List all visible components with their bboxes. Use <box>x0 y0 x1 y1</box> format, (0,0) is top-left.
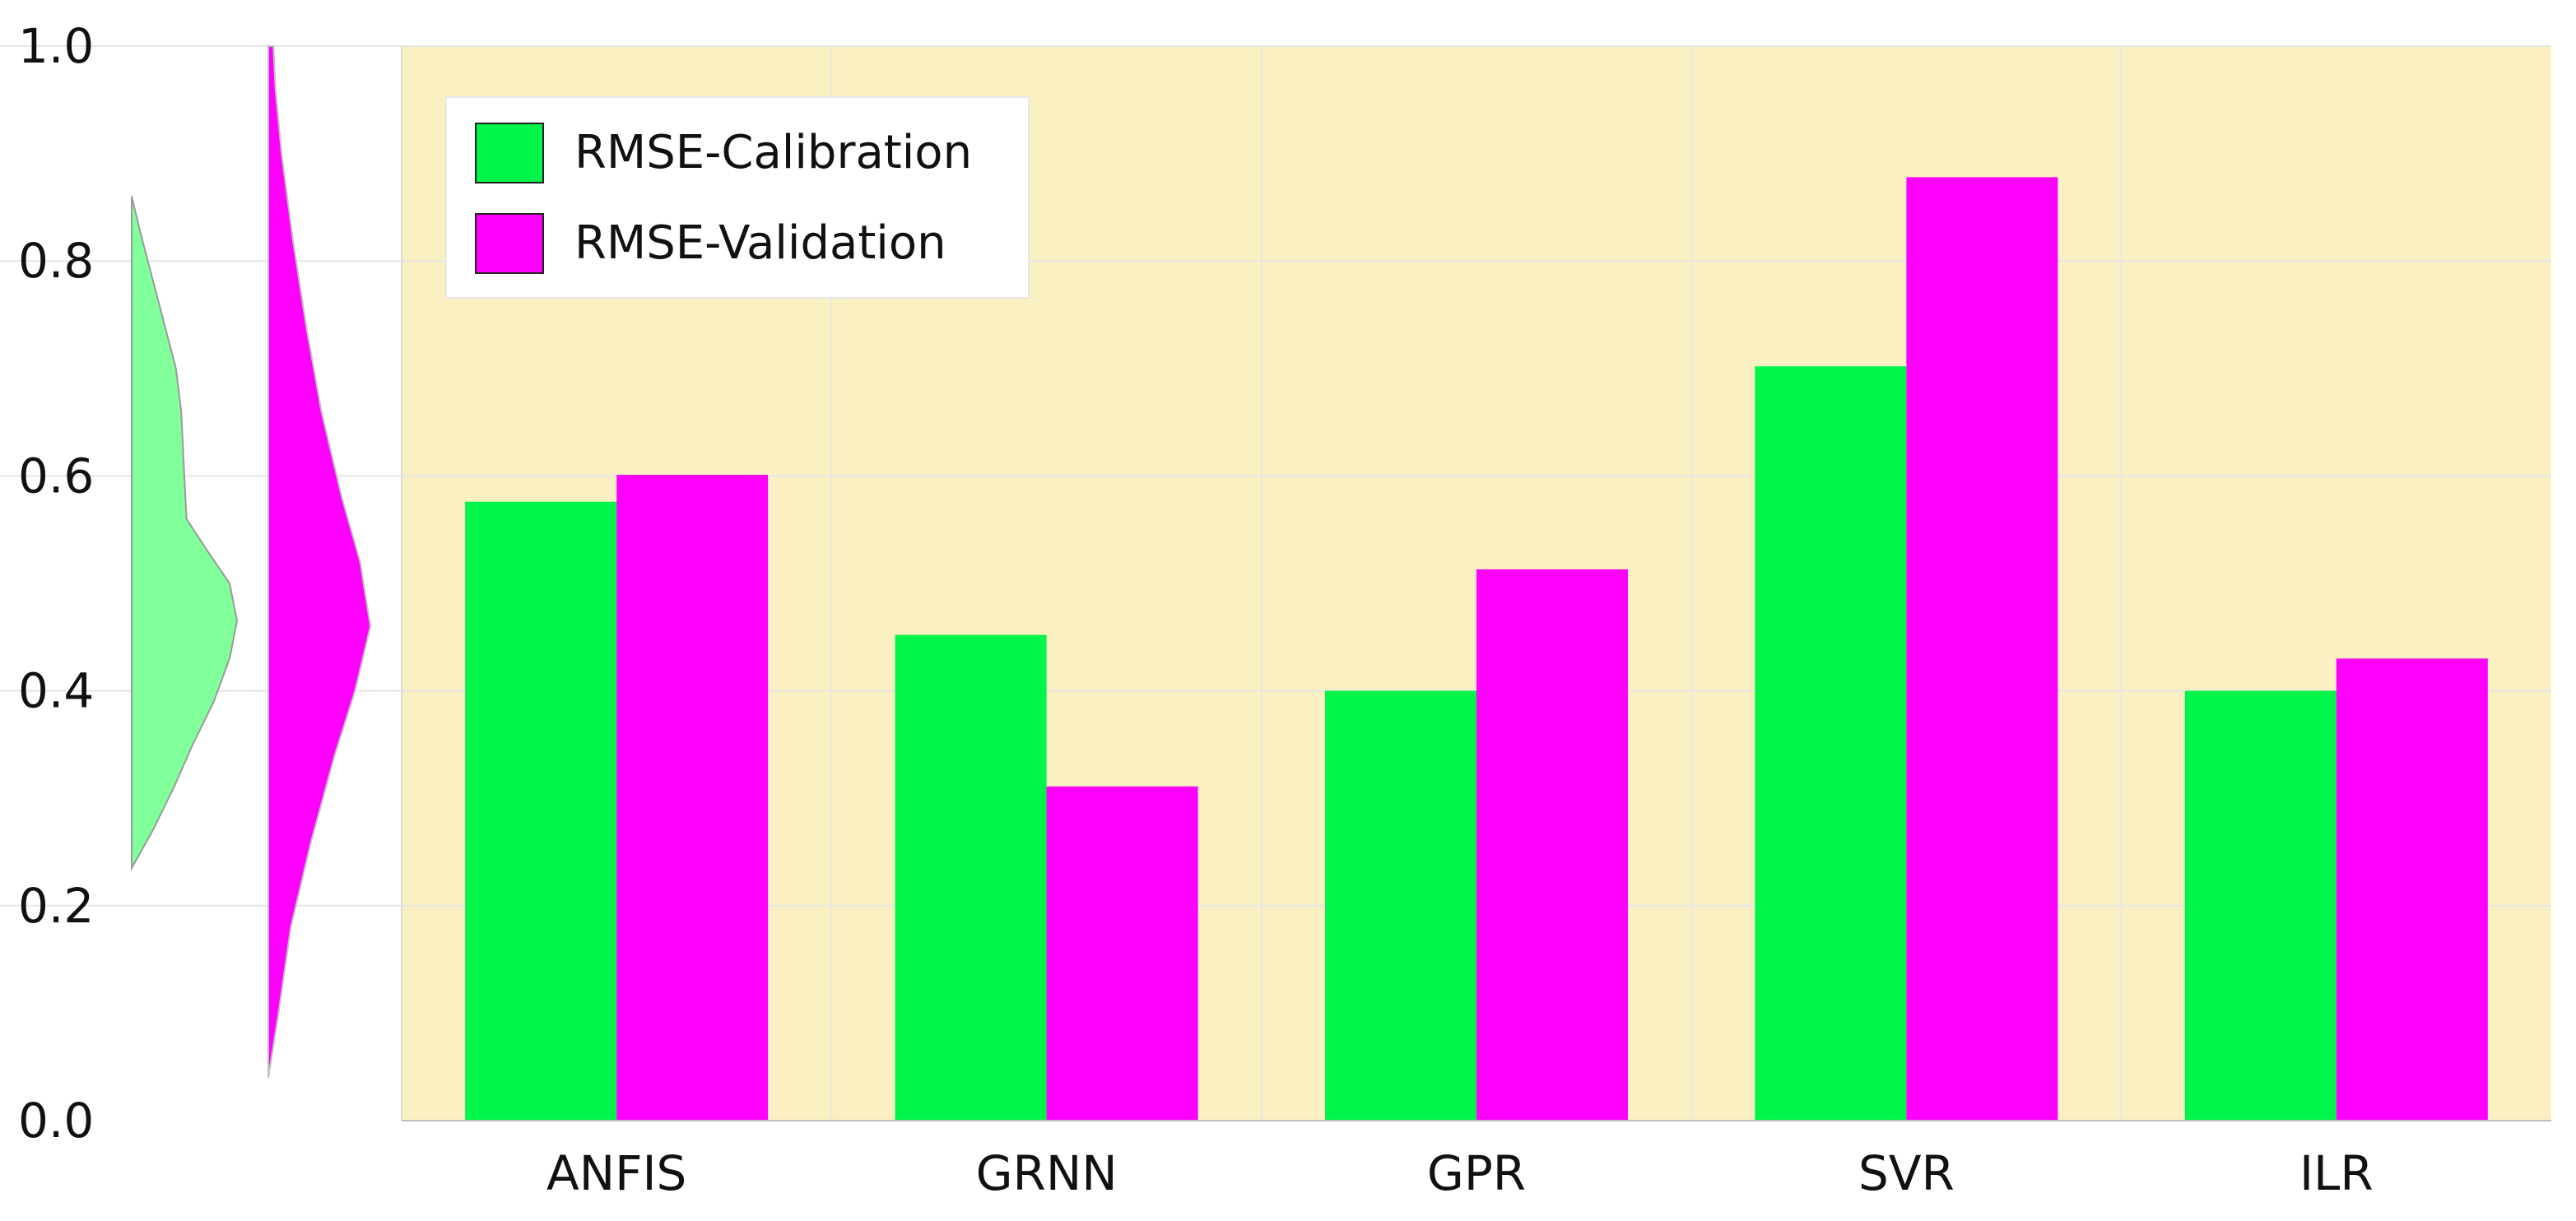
y-tick-label: 0.0 <box>18 1093 94 1149</box>
bar-rmse-validation-anfis <box>616 475 769 1121</box>
bar-rmse-calibration-gpr <box>1325 690 1476 1121</box>
y-tick-label: 0.6 <box>18 448 94 504</box>
bar-rmse-calibration-grnn <box>895 634 1047 1121</box>
legend-label: RMSE-Calibration <box>574 126 972 179</box>
x-tick-label: ANFIS <box>546 1145 686 1201</box>
bars <box>465 177 2488 1121</box>
distribution-rmse-calibration <box>131 196 239 871</box>
axes: 0.0 0.2 0.4 0.6 0.8 1.0 ANFIS GRNN GPR SVR ILR <box>18 18 2551 1201</box>
bar-rmse-calibration-svr <box>1755 366 1907 1121</box>
legend-label: RMSE-Validation <box>574 216 946 270</box>
x-tick-label: GPR <box>1427 1145 1526 1201</box>
bar-rmse-validation-gpr <box>1476 569 1628 1121</box>
x-tick-label: ILR <box>2299 1145 2374 1201</box>
legend-swatch <box>475 213 544 274</box>
x-tick-label: SVR <box>1858 1145 1955 1201</box>
y-tick-label: 0.4 <box>18 663 94 719</box>
legend: RMSE-Calibration RMSE-Validation <box>445 96 1030 299</box>
y-tick-label: 0.2 <box>18 878 94 934</box>
y-tick-label: 1.0 <box>18 18 94 74</box>
y-tick-label: 0.8 <box>18 233 94 289</box>
bar-rmse-calibration-anfis <box>465 501 617 1121</box>
distribution-rmse-validation <box>267 45 372 1078</box>
bar-rmse-validation-ilr <box>2336 658 2488 1121</box>
gridlines <box>0 45 2551 1121</box>
legend-swatch <box>475 123 544 183</box>
x-tick-label: GRNN <box>976 1145 1118 1201</box>
distribution-plots <box>131 45 372 1078</box>
bar-rmse-validation-svr <box>1906 177 2058 1121</box>
bar-rmse-validation-grnn <box>1046 786 1198 1121</box>
bar-rmse-calibration-ilr <box>2184 690 2337 1121</box>
